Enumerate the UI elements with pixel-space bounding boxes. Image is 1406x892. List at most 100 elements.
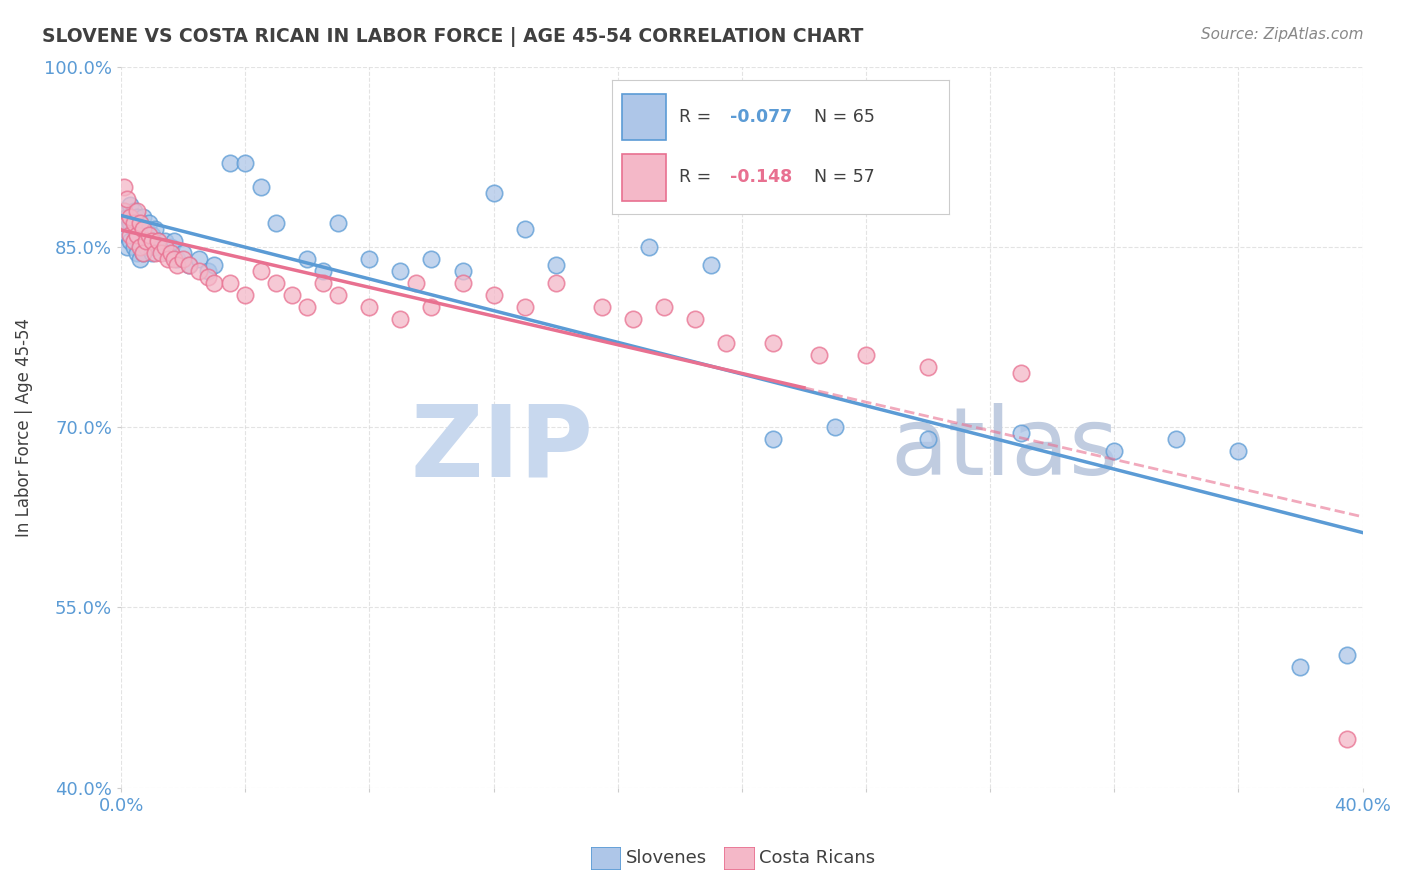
Text: atlas: atlas <box>891 402 1119 495</box>
Text: SLOVENE VS COSTA RICAN IN LABOR FORCE | AGE 45-54 CORRELATION CHART: SLOVENE VS COSTA RICAN IN LABOR FORCE | … <box>42 27 863 46</box>
Point <box>172 245 194 260</box>
Point <box>156 252 179 266</box>
Point <box>135 240 157 254</box>
Point <box>117 227 139 242</box>
Point <box>359 252 381 266</box>
Point <box>312 264 335 278</box>
Point <box>420 252 443 266</box>
Point <box>138 234 160 248</box>
Point <box>513 222 536 236</box>
Point <box>125 210 148 224</box>
Point <box>138 227 160 242</box>
Point <box>141 234 163 248</box>
Point <box>1104 444 1126 458</box>
Point <box>202 258 225 272</box>
Point <box>135 222 157 236</box>
Point <box>143 245 166 260</box>
Point <box>389 264 412 278</box>
Point <box>132 222 155 236</box>
Point <box>482 288 505 302</box>
Point <box>233 155 256 169</box>
Point <box>451 276 474 290</box>
Point <box>179 258 201 272</box>
Point <box>122 234 145 248</box>
Point <box>159 240 181 254</box>
Point <box>128 234 150 248</box>
Point <box>297 252 319 266</box>
Text: R =: R = <box>679 108 717 126</box>
Point <box>513 300 536 314</box>
Text: N = 65: N = 65 <box>814 108 875 126</box>
Point <box>621 312 644 326</box>
Text: -0.148: -0.148 <box>730 169 792 186</box>
Point <box>297 300 319 314</box>
Point <box>824 420 846 434</box>
Text: N = 57: N = 57 <box>814 169 875 186</box>
Point <box>166 258 188 272</box>
Point <box>112 179 135 194</box>
Point <box>117 240 139 254</box>
Point <box>855 348 877 362</box>
Point <box>153 240 176 254</box>
Point <box>218 276 240 290</box>
Point <box>451 264 474 278</box>
Point <box>125 245 148 260</box>
Point <box>1336 648 1358 663</box>
Y-axis label: In Labor Force | Age 45-54: In Labor Force | Age 45-54 <box>15 318 32 537</box>
Point <box>120 227 142 242</box>
Point <box>187 252 209 266</box>
Point <box>544 276 567 290</box>
Text: R =: R = <box>679 169 717 186</box>
Point <box>281 288 304 302</box>
Point <box>917 432 939 446</box>
Point <box>120 216 142 230</box>
Point <box>128 216 150 230</box>
Bar <box>621 94 665 140</box>
Point <box>1010 366 1032 380</box>
Point <box>266 276 288 290</box>
Text: Source: ZipAtlas.com: Source: ZipAtlas.com <box>1201 27 1364 42</box>
Point <box>197 269 219 284</box>
Point <box>117 216 139 230</box>
Point <box>202 276 225 290</box>
Point <box>762 432 785 446</box>
Point <box>328 216 350 230</box>
Point <box>328 288 350 302</box>
Point <box>120 234 142 248</box>
Point <box>156 245 179 260</box>
Point <box>166 252 188 266</box>
Point <box>112 216 135 230</box>
Point <box>150 240 173 254</box>
Point <box>122 240 145 254</box>
Point <box>266 216 288 230</box>
Point <box>125 227 148 242</box>
Text: Slovenes: Slovenes <box>626 849 707 867</box>
Point <box>591 300 613 314</box>
Point <box>150 245 173 260</box>
Bar <box>621 153 665 201</box>
Point <box>420 300 443 314</box>
Point <box>700 258 723 272</box>
Point <box>218 155 240 169</box>
Point <box>112 203 135 218</box>
Point <box>135 234 157 248</box>
Point <box>163 252 186 266</box>
Point <box>544 258 567 272</box>
Point <box>128 252 150 266</box>
Point <box>153 234 176 248</box>
Point <box>685 312 707 326</box>
Point <box>917 359 939 374</box>
Point <box>112 203 135 218</box>
Point <box>148 234 170 248</box>
Point <box>1227 444 1250 458</box>
Point <box>652 300 675 314</box>
Point <box>405 276 427 290</box>
Point <box>312 276 335 290</box>
Point <box>249 264 271 278</box>
Point <box>120 210 142 224</box>
Point <box>163 234 186 248</box>
Point <box>128 216 150 230</box>
Point <box>143 222 166 236</box>
Text: ZIP: ZIP <box>411 401 593 497</box>
Point <box>233 288 256 302</box>
